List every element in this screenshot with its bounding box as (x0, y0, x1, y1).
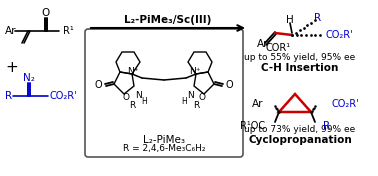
Text: R¹OC: R¹OC (240, 121, 265, 131)
Text: N⁺: N⁺ (189, 67, 201, 76)
Text: H: H (181, 98, 187, 106)
Text: Ar: Ar (251, 99, 263, 109)
Text: O: O (198, 93, 206, 102)
Text: COR¹: COR¹ (265, 43, 291, 53)
Text: O: O (94, 80, 102, 90)
Text: CO₂R': CO₂R' (331, 99, 359, 109)
Text: C-H Insertion: C-H Insertion (261, 63, 339, 73)
Text: +: + (6, 61, 19, 76)
Text: L₂-PiMe₃: L₂-PiMe₃ (143, 135, 185, 145)
Text: R: R (314, 13, 322, 23)
Text: Cyclopropanation: Cyclopropanation (248, 135, 352, 145)
Text: R¹: R¹ (63, 26, 74, 36)
Text: up to 73% yield, 99% ee: up to 73% yield, 99% ee (244, 125, 356, 134)
Text: CO₂R': CO₂R' (49, 91, 77, 101)
Text: N₂: N₂ (23, 73, 35, 83)
Text: N⁺: N⁺ (127, 67, 139, 76)
Text: Ar: Ar (5, 26, 17, 36)
Text: H: H (141, 98, 147, 106)
Text: Ar: Ar (257, 39, 268, 49)
FancyBboxPatch shape (85, 29, 243, 157)
Text: O: O (226, 80, 234, 90)
Text: N: N (187, 92, 194, 100)
Text: R: R (5, 91, 12, 101)
Text: H: H (286, 15, 294, 25)
Text: R: R (129, 102, 135, 111)
Text: up to 55% yield, 95% ee: up to 55% yield, 95% ee (244, 54, 356, 62)
Text: R: R (193, 102, 199, 111)
Text: R = 2,4,6-Me₃C₆H₂: R = 2,4,6-Me₃C₆H₂ (123, 144, 205, 153)
Text: N: N (135, 92, 141, 100)
Text: L₂-PiMe₃/Sc(III): L₂-PiMe₃/Sc(III) (124, 15, 212, 25)
Text: R: R (323, 121, 330, 131)
Text: O: O (42, 8, 50, 18)
Text: CO₂R': CO₂R' (325, 30, 353, 40)
Text: O: O (122, 93, 130, 102)
